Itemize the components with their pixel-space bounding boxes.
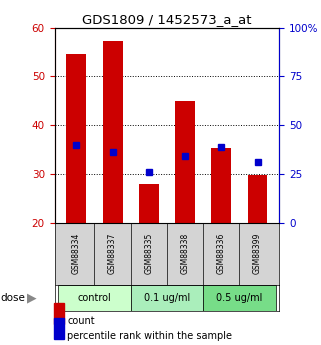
Text: GSM88337: GSM88337 — [108, 233, 117, 274]
Bar — [131, 285, 203, 310]
Text: GSM88334: GSM88334 — [72, 233, 81, 274]
Bar — [203, 285, 276, 310]
Text: GSM88336: GSM88336 — [217, 233, 226, 274]
Text: GSM88335: GSM88335 — [144, 233, 153, 274]
Text: control: control — [78, 293, 111, 303]
Text: count: count — [67, 316, 95, 326]
Bar — [139, 184, 159, 223]
Text: GSM88338: GSM88338 — [180, 233, 189, 274]
Bar — [247, 175, 267, 223]
Bar — [66, 55, 86, 223]
Text: 0.5 ug/ml: 0.5 ug/ml — [216, 293, 263, 303]
Text: 0.1 ug/ml: 0.1 ug/ml — [144, 293, 190, 303]
Bar — [211, 148, 231, 223]
Text: dose: dose — [0, 293, 25, 303]
Text: GSM88399: GSM88399 — [253, 233, 262, 274]
Bar — [175, 101, 195, 223]
Title: GDS1809 / 1452573_a_at: GDS1809 / 1452573_a_at — [82, 13, 252, 27]
Bar — [58, 285, 131, 310]
Bar — [103, 41, 123, 223]
Text: percentile rank within the sample: percentile rank within the sample — [67, 332, 232, 341]
Text: ▶: ▶ — [27, 291, 37, 304]
